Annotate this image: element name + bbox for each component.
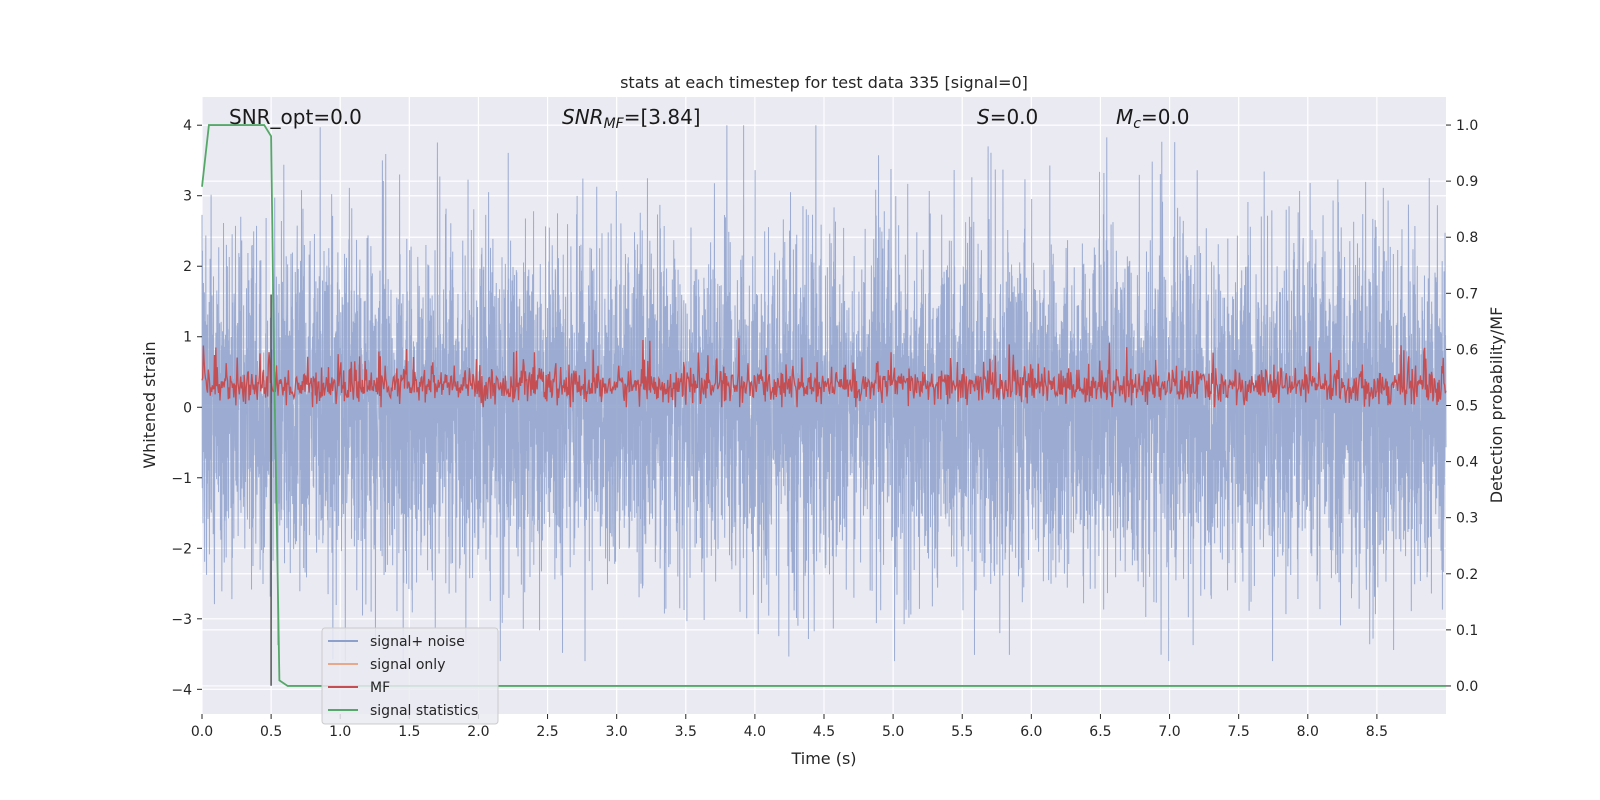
- x-tick-label: 1.0: [329, 724, 351, 740]
- series-signal-noise: [201, 125, 1447, 662]
- x-tick-label: 1.5: [398, 724, 420, 740]
- y-right-tick-label: 1.0: [1456, 118, 1478, 134]
- annotation-s: S=0.0: [977, 105, 1038, 129]
- annotation-mc-main: M: [1116, 105, 1133, 129]
- x-tick-label: 4.0: [744, 724, 766, 740]
- annotation-snr-opt: SNR_opt=0.0: [229, 105, 362, 129]
- y-left-tick-label: 4: [183, 118, 192, 134]
- x-tick-label: 2.0: [467, 724, 489, 740]
- y-left-tick-label: 3: [183, 189, 192, 205]
- x-axis-label: Time (s): [790, 749, 856, 768]
- y-left-tick-label: −3: [171, 612, 192, 628]
- y-left-tick-label: −2: [171, 541, 192, 557]
- annotation-mc-rest: =0.0: [1141, 105, 1190, 129]
- y-axis-left-label: Whitened strain: [140, 341, 159, 468]
- y-right-tick-label: 0.2: [1456, 567, 1478, 583]
- y-left-tick-label: −1: [171, 471, 192, 487]
- mf-line: [201, 338, 1447, 408]
- y-right-tick-label: 0.4: [1456, 455, 1478, 471]
- x-tick-label: 5.5: [951, 724, 973, 740]
- y-right-tick-label: 0.7: [1456, 286, 1478, 302]
- legend-label: MF: [370, 680, 390, 696]
- annotation-snr-mf-rest: =[3.84]: [624, 105, 701, 129]
- y-left-tick-label: 0: [183, 400, 192, 416]
- x-tick-label: 4.5: [813, 724, 835, 740]
- x-tick-label: 5.0: [882, 724, 904, 740]
- annotation-snr-mf-sub: MF: [604, 116, 625, 132]
- x-axis-ticks: 0.0 0.5 1.0 1.5 2.0 2.5 3.0 3.5 4.0 4.5 5.0 5.5 6.0 6…: [191, 714, 1388, 740]
- y-right-tick-label: 0.1: [1456, 623, 1478, 639]
- x-tick-label: 0.5: [260, 724, 282, 740]
- y-right-tick-label: 0.5: [1456, 399, 1478, 415]
- legend: signal+ noise signal only MF signal statist…: [321, 627, 499, 725]
- annotation-s-rest: =0.0: [990, 105, 1039, 129]
- x-tick-label: 3.5: [675, 724, 697, 740]
- x-tick-label: 3.0: [606, 724, 628, 740]
- x-tick-label: 7.5: [1228, 724, 1250, 740]
- x-tick-label: 6.0: [1020, 724, 1042, 740]
- y-axis-left-ticks: 4 3 2 1 0 −1 −2 −3 −4: [171, 118, 202, 698]
- x-tick-label: 8.5: [1366, 724, 1388, 740]
- annotation-snr-mf-main: SNR: [562, 105, 604, 129]
- y-axis-right-label: Detection probability/MF: [1487, 307, 1506, 504]
- annotation-snr-mf: SNRMF=[3.84]: [562, 105, 701, 132]
- legend-label: signal+ noise: [370, 634, 465, 650]
- signal-statistics-line: [201, 124, 1446, 687]
- x-tick-label: 6.5: [1089, 724, 1111, 740]
- annotation-mc: Mc=0.0: [1116, 105, 1190, 132]
- series-mf: [201, 338, 1447, 408]
- x-tick-label: 7.0: [1158, 724, 1180, 740]
- noise-line: [201, 125, 1447, 662]
- y-axis-right-ticks: 1.0 0.9 0.8 0.7 0.6 0.5 0.4 0.3 0.2 0.1 0.0: [1446, 118, 1478, 695]
- y-right-tick-label: 0.3: [1456, 511, 1478, 527]
- x-tick-label: 2.5: [536, 724, 558, 740]
- y-left-tick-label: 1: [183, 330, 192, 346]
- y-left-tick-label: −4: [171, 682, 192, 698]
- y-right-tick-label: 0.6: [1456, 342, 1478, 358]
- annotation-mc-sub: c: [1133, 116, 1141, 132]
- y-right-tick-label: 0.8: [1456, 230, 1478, 246]
- legend-label: signal only: [370, 657, 445, 673]
- y-right-tick-label: 0.0: [1456, 679, 1478, 695]
- series-signal-statistics: [201, 124, 1446, 687]
- legend-box: [321, 627, 499, 725]
- annotation-s-main: S: [977, 105, 990, 129]
- y-right-tick-label: 0.9: [1456, 174, 1478, 190]
- x-tick-label: 0.0: [191, 724, 213, 740]
- chart-title: stats at each timestep for test data 335…: [620, 73, 1028, 92]
- legend-label: signal statistics: [370, 703, 478, 719]
- x-tick-label: 8.0: [1297, 724, 1319, 740]
- y-left-tick-label: 2: [183, 259, 192, 275]
